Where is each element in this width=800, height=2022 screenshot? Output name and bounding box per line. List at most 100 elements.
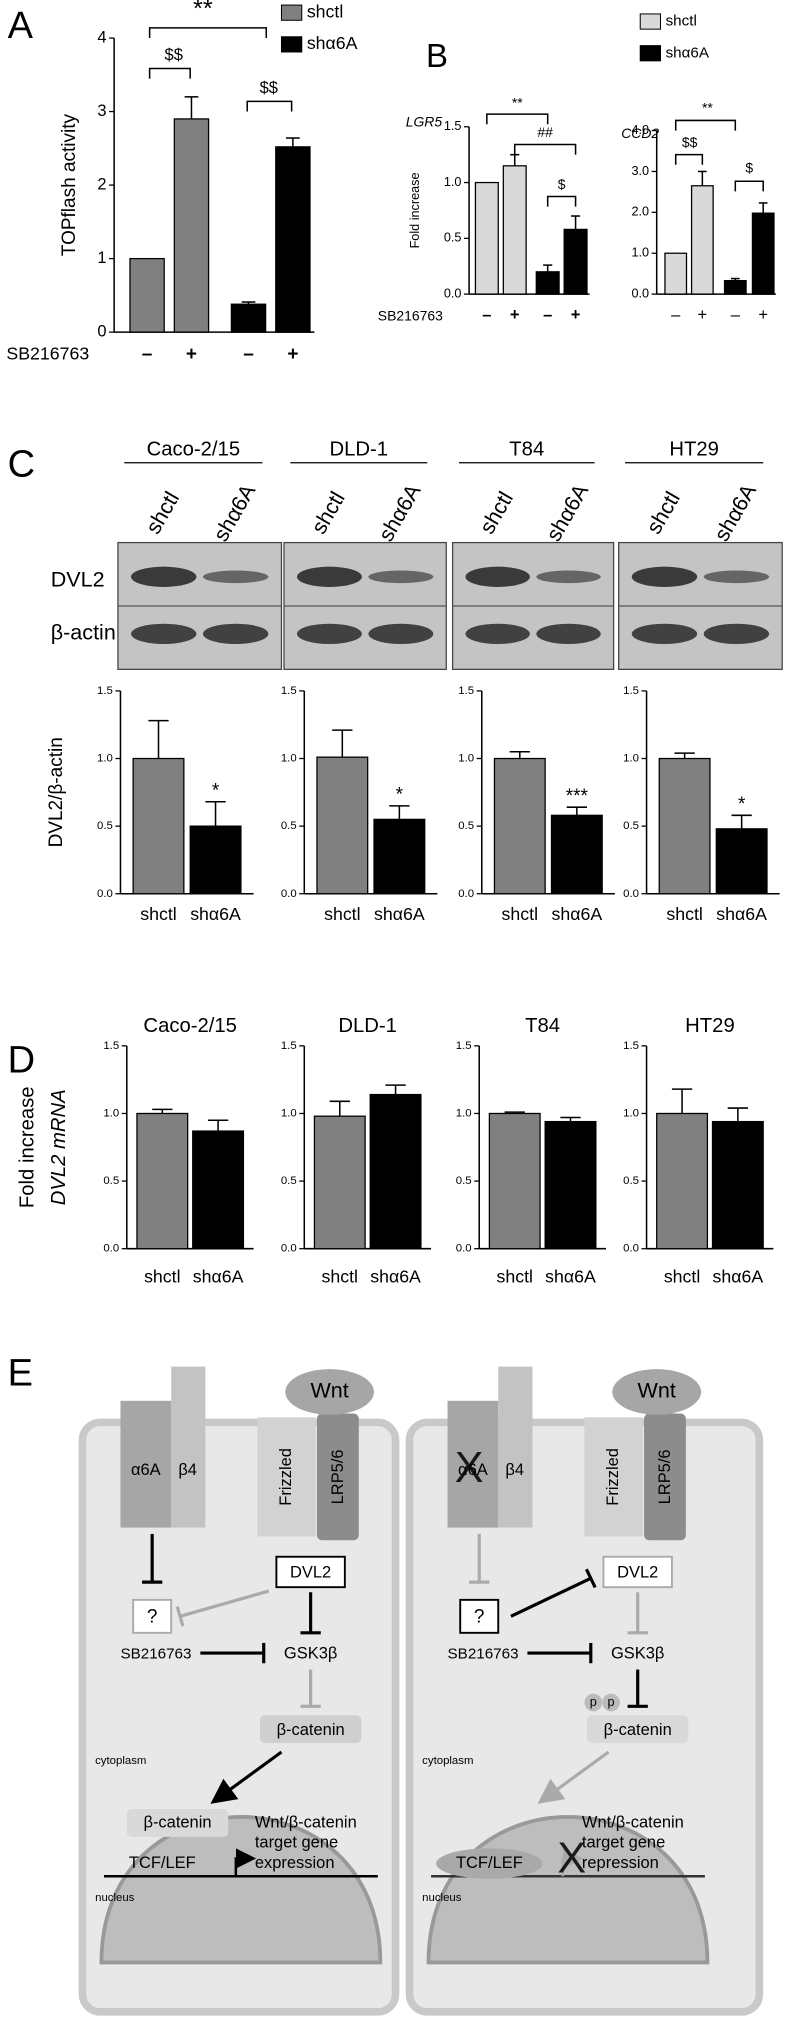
y-tick-label: 0.5 <box>444 231 462 245</box>
y-tick-label: 0.5 <box>103 1175 119 1187</box>
significance: * <box>212 781 220 802</box>
diagram-label: nucleus <box>95 1892 135 1904</box>
significance: * <box>738 794 746 815</box>
diagram-label: GSK3β <box>611 1645 664 1663</box>
bar <box>369 1093 422 1250</box>
blot-band <box>631 623 698 644</box>
diagram-label: TCF/LEF <box>456 1854 523 1872</box>
x-tick-label: shα6A <box>374 904 425 924</box>
diagram-label: target gene <box>255 1834 338 1852</box>
blot-band <box>536 570 601 584</box>
bar <box>313 1115 366 1250</box>
diagram-label: Wnt/β-catenin <box>255 1813 357 1831</box>
x-tick-label: shα6A <box>545 1267 596 1287</box>
x-tick-label: shctl <box>664 1267 700 1287</box>
x-tick-label: – <box>243 344 254 365</box>
y-tick-label: 0.0 <box>623 888 639 900</box>
bar <box>488 1112 541 1250</box>
lane-label: shctl <box>641 487 685 538</box>
y-tick-label: 2 <box>97 175 106 193</box>
y-tick-label: 0 <box>97 322 106 340</box>
integrin-alpha <box>447 1400 499 1528</box>
y-tick-label: 1.5 <box>103 1040 119 1052</box>
blot-band <box>368 570 434 584</box>
y-tick-label: 4 <box>97 28 106 46</box>
bar <box>493 757 546 895</box>
beta-catenin-box <box>586 1715 689 1744</box>
frizzled <box>257 1417 316 1537</box>
chart-title: HT29 <box>685 1015 735 1037</box>
y-tick-label: 0.0 <box>623 1243 639 1255</box>
blot-band <box>296 566 362 587</box>
chart-title: LGR5 <box>406 114 443 130</box>
blot-row-label: DVL2 <box>51 566 105 591</box>
lrp <box>644 1413 686 1541</box>
significance: $ <box>558 176 566 192</box>
blot-band <box>703 570 770 584</box>
x-tick-label: shctl <box>324 904 360 924</box>
x-tick-label: shctl <box>496 1267 532 1287</box>
lane-label: shα6A <box>208 479 261 545</box>
diagram-label: β-catenin <box>143 1813 211 1831</box>
legend-label: shctl <box>666 13 697 30</box>
x-tick-label: – <box>671 306 681 324</box>
bracket <box>148 27 268 39</box>
integrin-beta <box>171 1366 206 1528</box>
x-tick-label: + <box>698 306 708 324</box>
diagram-label: LRP5/6 <box>656 1449 674 1504</box>
bar <box>751 212 775 295</box>
unknown-box <box>132 1598 173 1634</box>
inhibition-bar <box>584 1568 597 1589</box>
significance: ** <box>193 0 213 23</box>
y-tick-label: 2.0 <box>631 205 649 219</box>
row-label: SB216763 <box>6 344 89 364</box>
bar <box>474 181 499 295</box>
legend-label: shα6A <box>307 33 358 53</box>
y-tick-label: 4.0 <box>631 123 649 137</box>
wnt <box>612 1369 702 1415</box>
y-tick-label: 1.0 <box>97 753 113 765</box>
y-tick-label: 1.5 <box>97 685 113 697</box>
x-tick-label: + <box>186 344 197 365</box>
y-tick-label: 0.0 <box>97 888 113 900</box>
y-axis-label: DVL2/β-actin <box>46 737 67 847</box>
y-tick-label: 0.0 <box>281 1243 297 1255</box>
diagram-label: GSK3β <box>284 1645 337 1663</box>
y-axis-label: DVL2 mRNA <box>48 1089 70 1205</box>
bar <box>132 757 185 895</box>
diagram-label: ? <box>474 1607 485 1628</box>
bracket <box>674 153 704 165</box>
y-tick-label: 0.5 <box>97 820 113 832</box>
diagram-label: cytoplasm <box>422 1755 473 1767</box>
bar <box>230 303 267 333</box>
phospho-site <box>602 1693 620 1712</box>
bar <box>316 756 369 895</box>
bracket <box>246 100 293 112</box>
x-tick-label: shα6A <box>193 1267 244 1287</box>
blot-band <box>131 623 197 644</box>
y-tick-label: 0.0 <box>444 286 462 300</box>
signal-arrow <box>537 1750 610 1804</box>
chart-title: Caco-2/15 <box>143 1015 237 1037</box>
y-tick-label: 1.0 <box>444 175 462 189</box>
diagram-label: Wnt/β-catenin <box>582 1813 684 1831</box>
diagram-label: Wnt <box>638 1378 676 1403</box>
y-tick-label: 0.0 <box>456 1243 472 1255</box>
phospho-site <box>584 1693 603 1712</box>
bracket <box>674 119 737 131</box>
y-tick-label: 0.5 <box>281 820 297 832</box>
diagram-label: DVL2 <box>617 1564 658 1582</box>
blot-band <box>703 623 770 644</box>
panel-label: B <box>426 37 448 74</box>
significance: $$ <box>165 46 183 64</box>
y-tick-label: 1.0 <box>456 1107 472 1119</box>
bar <box>563 228 588 295</box>
panel-label: E <box>8 1353 33 1395</box>
y-tick-label: 1.5 <box>444 119 462 133</box>
diagram-label: ? <box>147 1607 158 1628</box>
bar <box>502 165 527 295</box>
legend-swatch <box>639 45 662 62</box>
blot-band <box>536 623 601 644</box>
diagram-label: expression <box>255 1854 335 1872</box>
y-tick-label: 0.5 <box>281 1175 297 1187</box>
